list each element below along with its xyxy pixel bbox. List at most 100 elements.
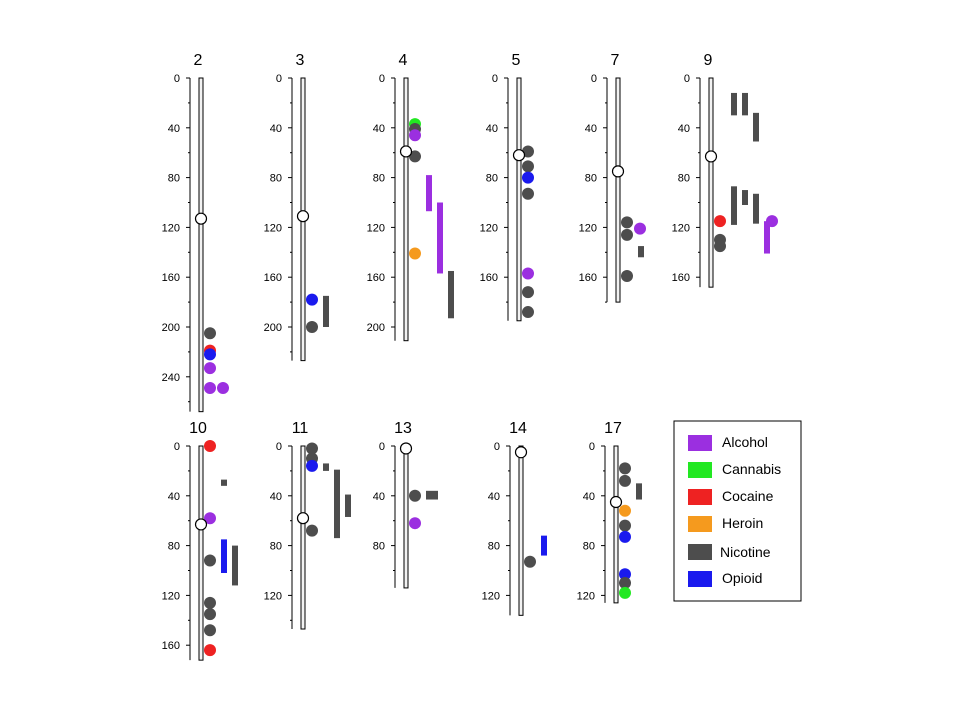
tick-label: 0 bbox=[494, 441, 500, 453]
legend-swatch-cocaine bbox=[688, 489, 712, 505]
chromosome-7: 7 0 40 80 120 160 bbox=[579, 52, 646, 303]
tick-label: 0 bbox=[379, 441, 385, 453]
chromosome-label: 14 bbox=[509, 420, 527, 437]
locus-dot-alcohol bbox=[217, 382, 229, 395]
qtl-bar-opioid bbox=[221, 539, 227, 573]
chromosome-body bbox=[613, 445, 619, 604]
tick-label: 80 bbox=[270, 173, 282, 185]
legend-item-cannabis: Cannabis bbox=[688, 461, 781, 478]
chromosome-body bbox=[615, 77, 621, 303]
centromere-marker bbox=[296, 210, 310, 223]
qtl-bar-nicotine bbox=[636, 483, 642, 500]
locus-dot-nicotine bbox=[204, 624, 216, 637]
locus-dot-nicotine bbox=[204, 608, 216, 621]
qtl-bar-nicotine bbox=[448, 270, 454, 319]
tick-label: 200 bbox=[264, 322, 282, 334]
locus-dot-nicotine bbox=[621, 269, 633, 282]
locus-dot-nicotine bbox=[619, 576, 631, 589]
qtl-bar-nicotine bbox=[753, 112, 759, 142]
chromosome-9: 9 0 40 80 120 160 bbox=[672, 52, 778, 288]
chromosome-body bbox=[300, 445, 306, 630]
tick-label: 40 bbox=[168, 491, 180, 503]
tick-label: 160 bbox=[162, 272, 180, 284]
tick-label: 120 bbox=[264, 590, 282, 602]
tick-label: 80 bbox=[486, 173, 498, 185]
tick-label: 0 bbox=[174, 441, 180, 453]
qtl-bar-nicotine bbox=[232, 545, 238, 586]
qtl-bar-nicotine bbox=[731, 186, 737, 225]
locus-dot-nicotine bbox=[524, 555, 536, 568]
legend-item-alcohol: Alcohol bbox=[688, 434, 768, 451]
tick-label: 40 bbox=[270, 123, 282, 135]
tick-label: 40 bbox=[168, 123, 180, 135]
legend-label-heroin: Heroin bbox=[722, 515, 763, 531]
qtl-bar-nicotine bbox=[323, 295, 329, 327]
chromosome-label: 17 bbox=[604, 420, 622, 437]
locus-dot-nicotine bbox=[204, 554, 216, 567]
locus-dot-nicotine bbox=[522, 306, 534, 319]
tick-label: 160 bbox=[162, 640, 180, 652]
locus-dot-nicotine bbox=[306, 524, 318, 537]
legend-swatch-cannabis bbox=[688, 462, 712, 478]
qtl-bar-nicotine bbox=[426, 490, 438, 500]
chromosome-body bbox=[518, 445, 524, 616]
tick-label: 120 bbox=[480, 222, 498, 234]
locus-dot-nicotine bbox=[621, 216, 633, 229]
tick-label: 120 bbox=[162, 590, 180, 602]
locus-dot-opioid bbox=[204, 348, 216, 361]
legend-label-opioid: Opioid bbox=[722, 570, 762, 586]
locus-dot-nicotine bbox=[522, 286, 534, 299]
qtl-bar-nicotine bbox=[731, 92, 737, 116]
locus-dot-nicotine bbox=[522, 187, 534, 200]
chromosome-3: 3 0 40 80 120 160 200 bbox=[264, 52, 329, 362]
tick-label: 0 bbox=[276, 73, 282, 85]
chromosome-label: 10 bbox=[189, 420, 207, 437]
locus-dot-heroin bbox=[409, 247, 421, 260]
chromosome-14: 14 0 40 80 120 bbox=[482, 420, 547, 616]
tick-label: 160 bbox=[579, 272, 597, 284]
chromosome-label: 4 bbox=[399, 52, 408, 69]
qtl-bar-alcohol bbox=[426, 175, 432, 212]
tick-label: 200 bbox=[367, 322, 385, 334]
locus-dot-nicotine bbox=[409, 150, 421, 163]
locus-dot-alcohol bbox=[204, 362, 216, 375]
locus-dot-alcohol bbox=[634, 222, 646, 235]
locus-dot-nicotine bbox=[621, 228, 633, 241]
chromosome-label: 9 bbox=[704, 52, 713, 69]
locus-dot-nicotine bbox=[204, 596, 216, 609]
centromere-marker bbox=[611, 165, 625, 178]
qtl-bar-nicotine bbox=[345, 494, 351, 517]
tick-label: 40 bbox=[373, 491, 385, 503]
tick-label: 120 bbox=[367, 222, 385, 234]
qtl-bar-alcohol bbox=[437, 202, 443, 274]
locus-dot-alcohol bbox=[409, 129, 421, 142]
tick-label: 80 bbox=[373, 173, 385, 185]
tick-label: 120 bbox=[264, 222, 282, 234]
tick-label: 200 bbox=[162, 322, 180, 334]
tick-label: 120 bbox=[672, 222, 690, 234]
chromosome-label: 2 bbox=[194, 52, 203, 69]
centromere-marker bbox=[609, 495, 623, 509]
tick-label: 80 bbox=[678, 173, 690, 185]
locus-dot-opioid bbox=[306, 293, 318, 306]
tick-label: 0 bbox=[684, 73, 690, 85]
legend-swatch-alcohol bbox=[688, 435, 712, 451]
tick-label: 40 bbox=[585, 123, 597, 135]
qtl-bar-nicotine bbox=[638, 246, 644, 258]
qtl-bar-alcohol bbox=[764, 221, 770, 254]
chromosome-body bbox=[403, 445, 409, 589]
tick-label: 240 bbox=[162, 372, 180, 384]
tick-label: 120 bbox=[482, 590, 500, 602]
chromosome-10: 10 0 40 80 120 160 bbox=[162, 420, 238, 661]
legend-label-cannabis: Cannabis bbox=[722, 461, 781, 477]
locus-dot-nicotine bbox=[619, 462, 631, 475]
centromere-marker bbox=[512, 149, 526, 162]
chromosome-body bbox=[708, 77, 714, 288]
locus-dot-nicotine bbox=[204, 327, 216, 340]
chromosome-5: 5 0 40 80 120 160 bbox=[480, 52, 534, 322]
tick-label: 120 bbox=[162, 222, 180, 234]
legend-label-cocaine: Cocaine bbox=[722, 488, 774, 504]
tick-label: 40 bbox=[488, 491, 500, 503]
